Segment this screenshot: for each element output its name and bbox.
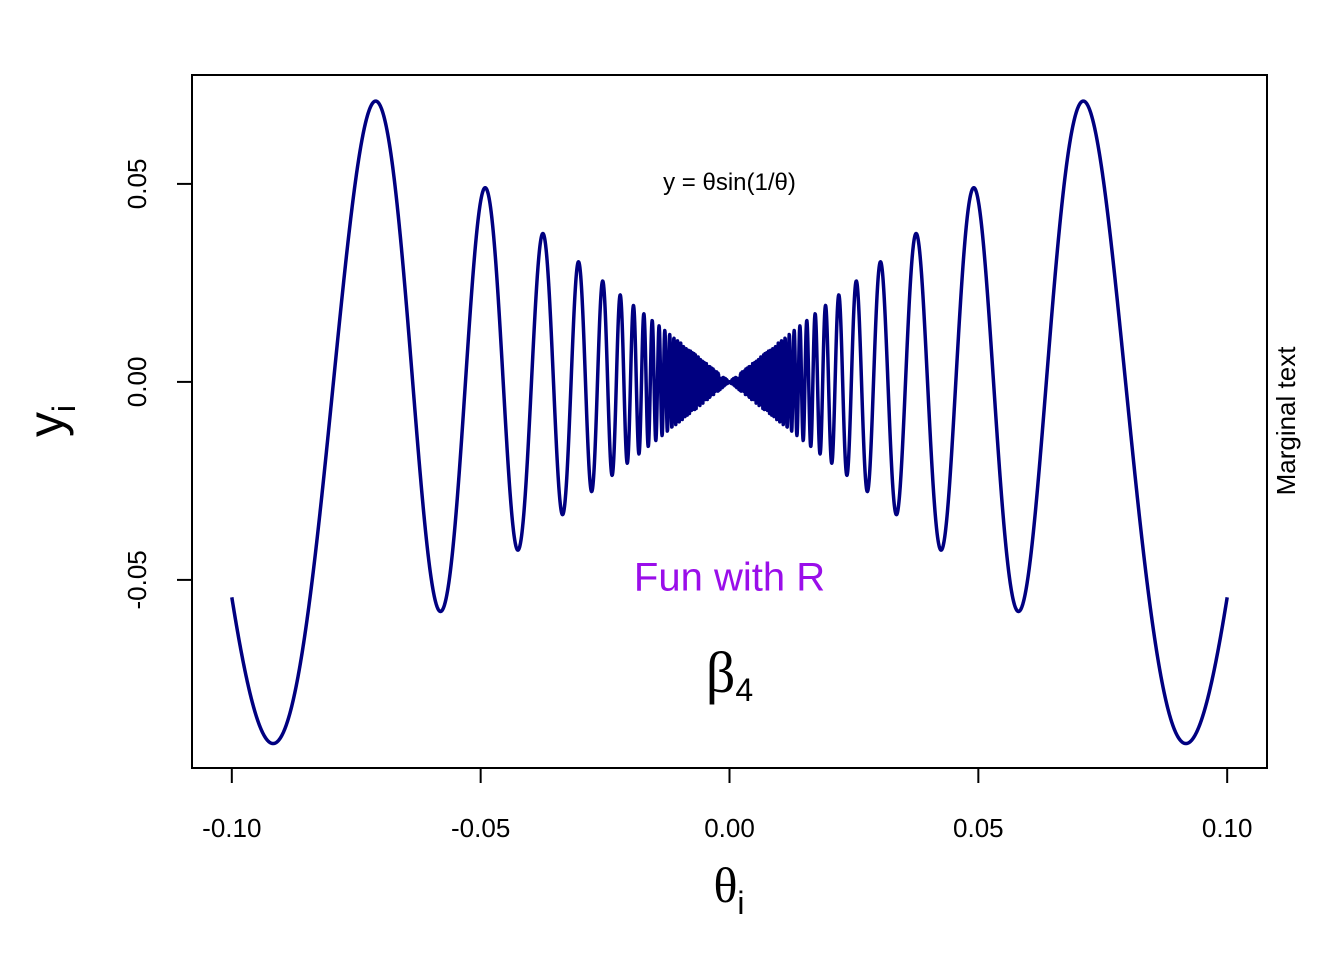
formula-annotation: y = θsin(1/θ) xyxy=(663,169,796,196)
y-tick-label: -0.05 xyxy=(122,550,152,609)
y-tick-label: 0.05 xyxy=(122,159,152,210)
y-axis: -0.05 0.00 0.05 xyxy=(122,159,193,610)
x-tick-label: -0.10 xyxy=(202,813,261,843)
beta-subscript: 4 xyxy=(735,672,753,708)
x-axis-title: θi xyxy=(713,857,744,921)
y-axis-title-symbol: y xyxy=(18,412,74,437)
x-tick-label: 0.05 xyxy=(953,813,1004,843)
fun-with-r-annotation: Fun with R xyxy=(634,555,825,599)
x-tick-label: 0.10 xyxy=(1202,813,1253,843)
x-tick-label: 0.00 xyxy=(704,813,755,843)
x-tick-label: -0.05 xyxy=(451,813,510,843)
marginal-text: Marginal text xyxy=(1271,346,1301,496)
x-axis-title-subscript: i xyxy=(737,885,744,921)
series-line xyxy=(230,99,1229,746)
beta-symbol: β xyxy=(706,640,736,705)
beta-annotation: β4 xyxy=(706,640,753,708)
y-axis-title-subscript: i xyxy=(46,405,82,412)
x-axis: -0.10 -0.05 0.00 0.05 0.10 xyxy=(202,767,1253,843)
y-tick-label: 0.00 xyxy=(122,357,152,408)
x-axis-title-symbol: θ xyxy=(713,857,737,913)
y-axis-title: yi xyxy=(18,405,82,437)
